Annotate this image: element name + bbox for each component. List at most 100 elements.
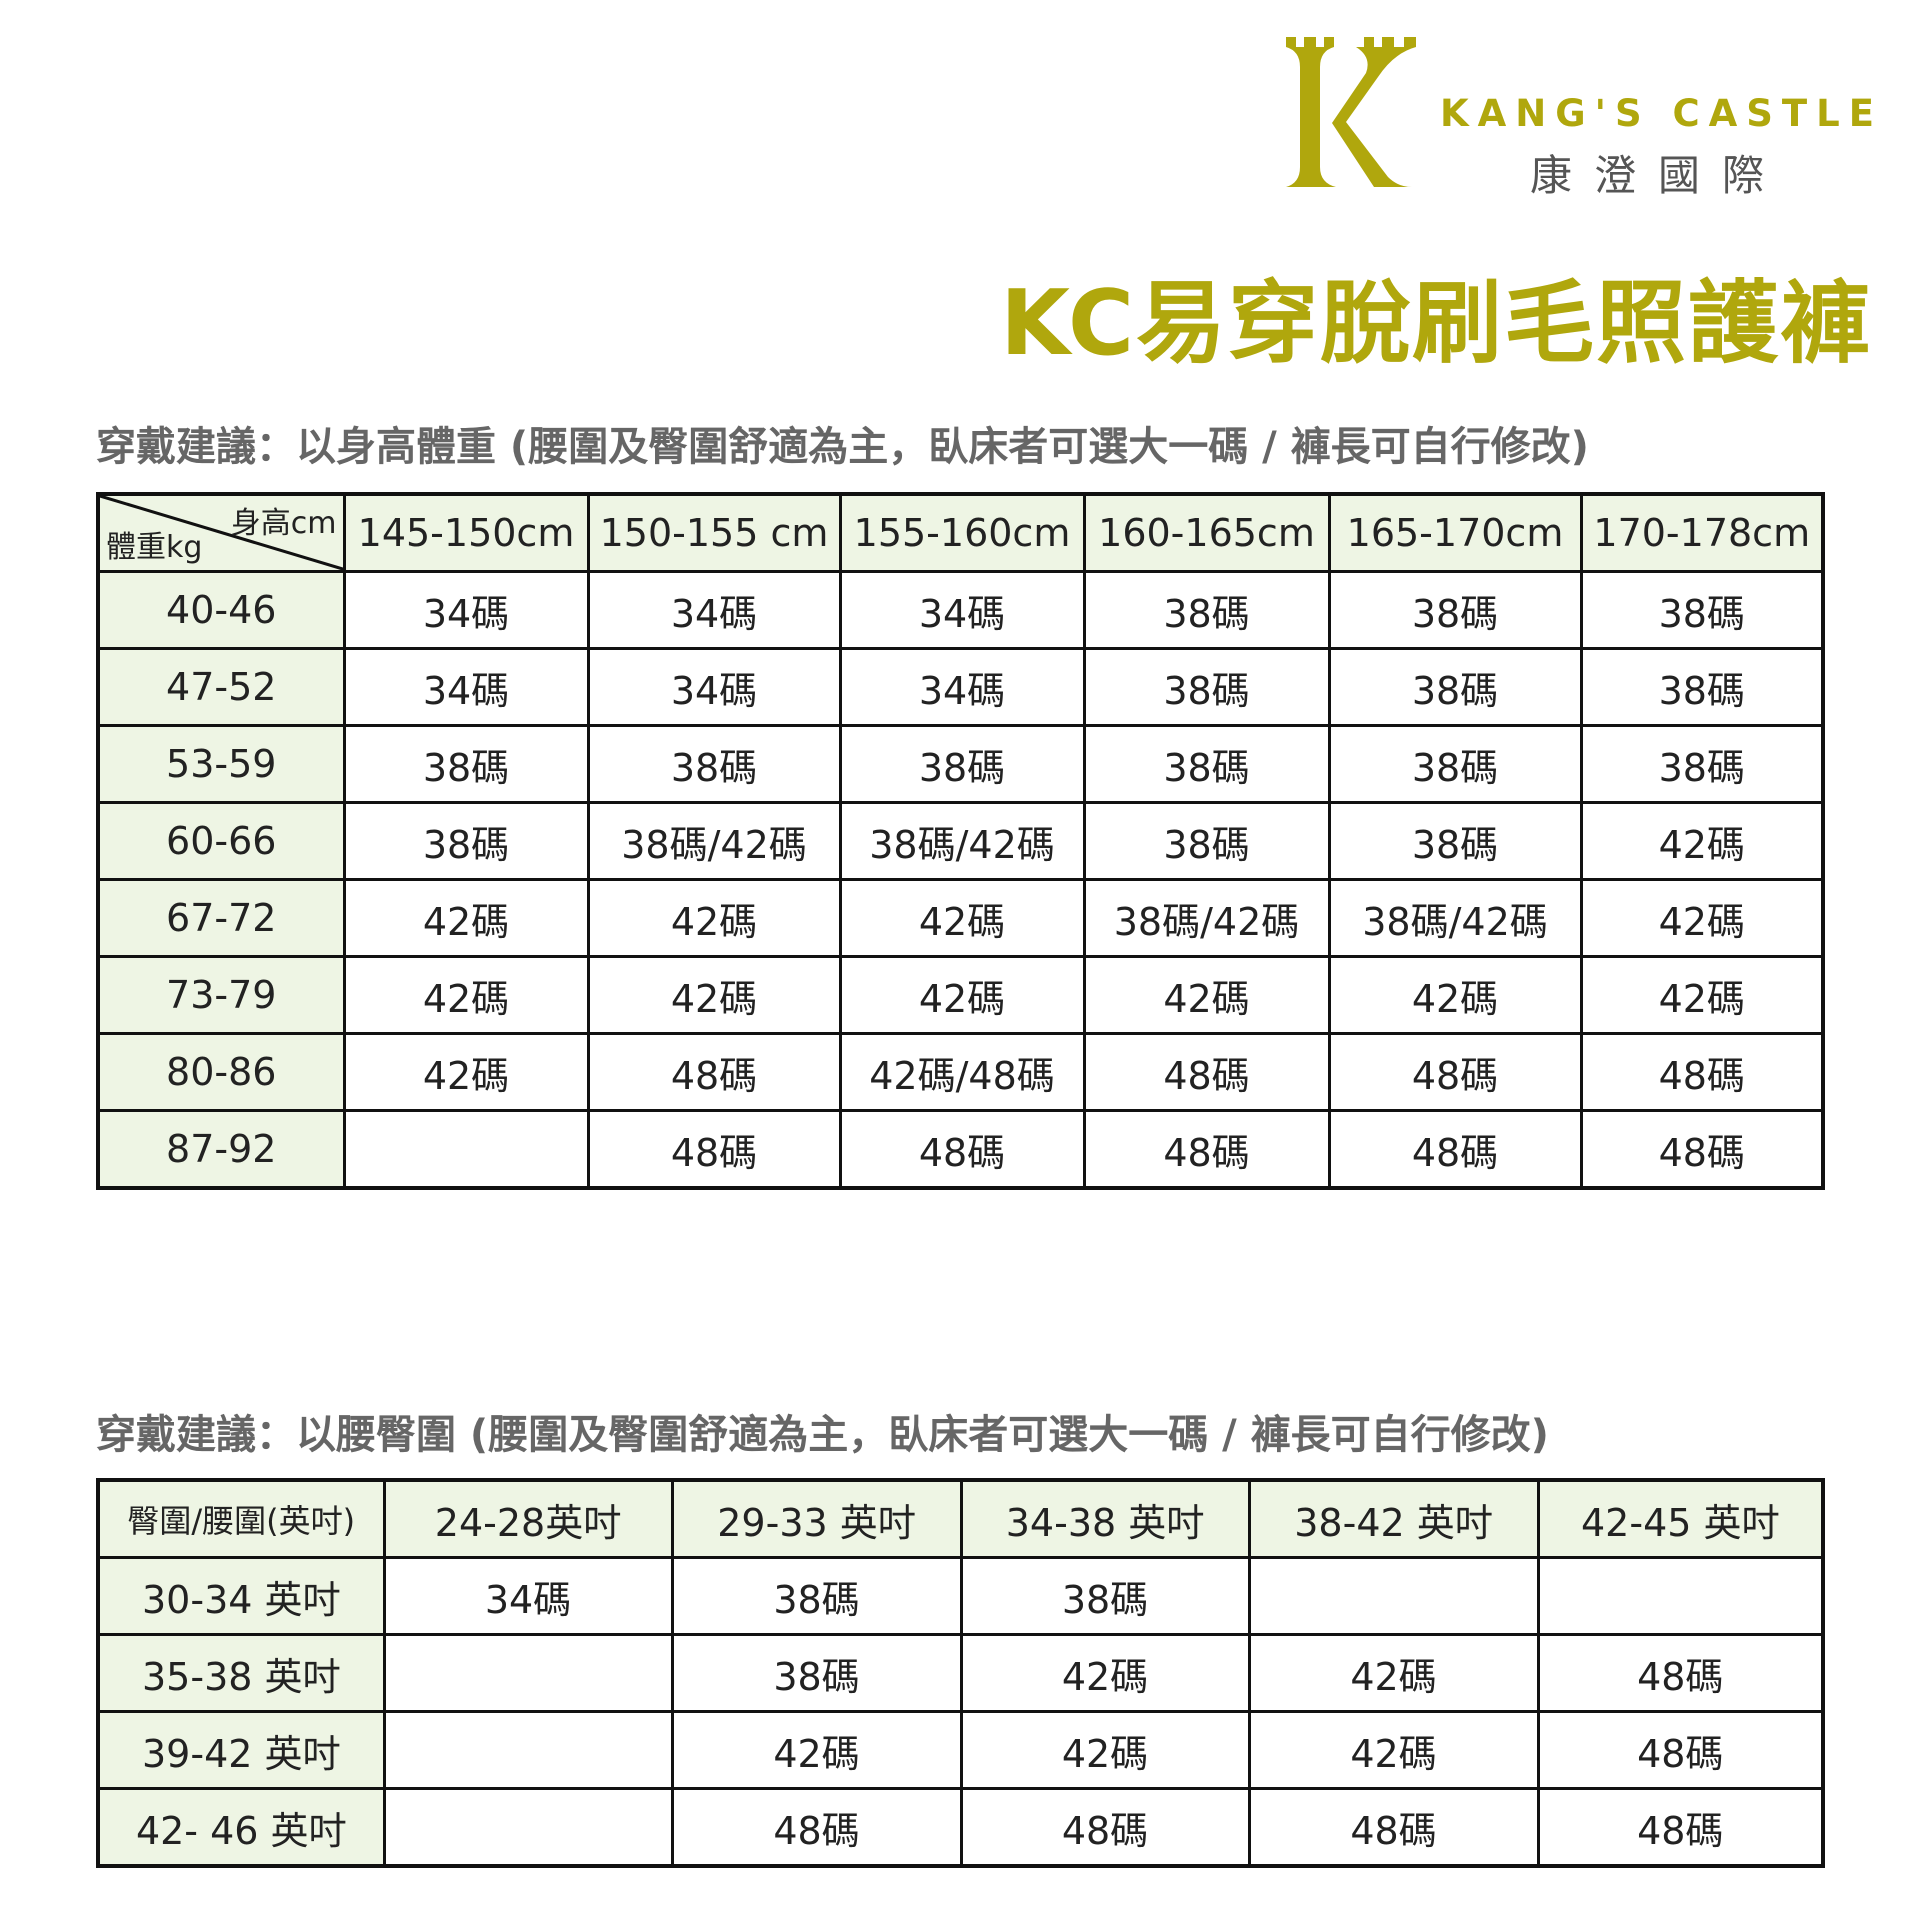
size-cell: 34碼 [586,647,842,727]
size-cell: 48碼 [586,1032,842,1112]
column-header: 160-165cm [1082,492,1331,573]
column-header: 150-155 cm [586,492,842,573]
size-cell: 38碼/42碼 [1082,878,1331,958]
table-row: 30-34 英吋 34碼 38碼 38碼 [96,1556,1825,1636]
size-cell: 34碼 [586,570,842,650]
row-header: 67-72 [96,878,346,958]
size-cell: 38碼 [1327,570,1583,650]
row-header: 53-59 [96,724,346,804]
column-header: 29-33 英吋 [670,1478,963,1559]
size-cell: 42碼 [838,878,1086,958]
size-cell: 42碼 [838,955,1086,1035]
table-row: 67-72 42碼 42碼 42碼 38碼/42碼 38碼/42碼 42碼 [96,878,1825,958]
column-header: 145-150cm [342,492,590,573]
column-header: 165-170cm [1327,492,1583,573]
row-header: 47-52 [96,647,346,727]
product-title: KC易穿脫刷毛照護褲 [1000,271,1872,376]
size-cell: 42碼 [1579,955,1825,1035]
size-cell: 38碼 [342,724,590,804]
size-cell: 48碼 [1327,1032,1583,1112]
size-cell: 48碼 [586,1109,842,1190]
row-header: 35-38 英吋 [96,1633,386,1713]
column-header: 42-45 英吋 [1536,1478,1825,1559]
size-cell: 42碼 [1247,1710,1540,1790]
table-row: 40-46 34碼 34碼 34碼 38碼 38碼 38碼 [96,570,1825,650]
size-cell: 34碼 [342,647,590,727]
size-cell: 38碼 [1327,724,1583,804]
corner-cell: 身高cm 體重kg [96,492,346,573]
table-row: 73-79 42碼 42碼 42碼 42碼 42碼 42碼 [96,955,1825,1035]
column-header: 34-38 英吋 [959,1478,1251,1559]
size-cell: 42碼 [586,878,842,958]
row-header: 87-92 [96,1109,346,1190]
table-row: 35-38 英吋 38碼 42碼 42碼 48碼 [96,1633,1825,1713]
row-header: 30-34 英吋 [96,1556,386,1636]
size-cell [382,1633,674,1713]
size-cell: 42碼 [586,955,842,1035]
size-cell [342,1109,590,1190]
size-cell [1536,1556,1825,1636]
size-cell: 38碼/42碼 [1327,878,1583,958]
size-cell: 38碼 [1327,647,1583,727]
size-cell: 48碼 [959,1787,1251,1868]
table-row: 47-52 34碼 34碼 34碼 38碼 38碼 38碼 [96,647,1825,727]
size-cell: 38碼 [1327,801,1583,881]
size-cell: 48碼 [838,1109,1086,1190]
size-cell: 38碼 [670,1556,963,1636]
size-cell: 38碼 [1579,647,1825,727]
row-header: 60-66 [96,801,346,881]
column-header: 38-42 英吋 [1247,1478,1540,1559]
table-row: 42- 46 英吋 48碼 48碼 48碼 48碼 [96,1787,1825,1868]
size-cell: 42碼 [670,1710,963,1790]
row-header: 42- 46 英吋 [96,1787,386,1868]
size-cell: 42碼 [1579,801,1825,881]
height-weight-size-table: 身高cm 體重kg 145-150cm 150-155 cm 155-160cm 160-… [96,492,1825,1190]
column-header: 170-178cm [1579,492,1825,573]
size-cell: 42碼 [1327,955,1583,1035]
row-header: 39-42 英吋 [96,1710,386,1790]
size-cell: 38碼 [838,724,1086,804]
size-cell: 42碼 [342,878,590,958]
brand-name-en: KANG'S CASTLE [1440,92,1884,135]
size-cell: 42碼 [1082,955,1331,1035]
size-cell: 42碼 [1247,1633,1540,1713]
size-cell: 38碼 [1082,801,1331,881]
table-row: 87-92 48碼 48碼 48碼 48碼 48碼 [96,1109,1825,1190]
size-cell: 48碼 [1579,1032,1825,1112]
size-cell: 38碼 [342,801,590,881]
header-row: 臀圍/腰圍(英吋) 24-28英吋 29-33 英吋 34-38 英吋 38-42 英吋… [96,1478,1825,1559]
size-cell: 38碼 [1579,570,1825,650]
table-row: 60-66 38碼 38碼/42碼 38碼/42碼 38碼 38碼 42碼 [96,801,1825,881]
kangs-castle-logo [1286,37,1416,187]
row-header: 40-46 [96,570,346,650]
size-cell [1247,1556,1540,1636]
size-cell: 42碼 [1579,878,1825,958]
table-row: 53-59 38碼 38碼 38碼 38碼 38碼 38碼 [96,724,1825,804]
table-row: 39-42 英吋 42碼 42碼 42碼 48碼 [96,1710,1825,1790]
size-cell: 38碼 [1082,724,1331,804]
size-cell: 38碼 [670,1633,963,1713]
corner-cell: 臀圍/腰圍(英吋) [96,1478,386,1559]
waist-hip-size-table: 臀圍/腰圍(英吋) 24-28英吋 29-33 英吋 34-38 英吋 38-42 英吋… [96,1478,1825,1868]
size-cell: 48碼 [1082,1032,1331,1112]
size-cell: 48碼 [1536,1710,1825,1790]
table1-title: 穿戴建議：以身高體重 (腰圍及臀圍舒適為主，臥床者可選大一碼 / 褲長可自行修改… [96,424,1589,470]
brand-name-zh: 康澄國際 [1530,151,1787,200]
column-header: 155-160cm [838,492,1086,573]
size-cell: 48碼 [1082,1109,1331,1190]
size-cell: 38碼/42碼 [838,801,1086,881]
header-row: 身高cm 體重kg 145-150cm 150-155 cm 155-160cm 160-… [96,492,1825,573]
size-cell: 42碼 [342,1032,590,1112]
size-cell: 38碼 [1082,647,1331,727]
size-cell: 38碼 [1579,724,1825,804]
size-cell: 38碼 [959,1556,1251,1636]
row-header: 73-79 [96,955,346,1035]
size-cell: 34碼 [838,647,1086,727]
size-cell [382,1710,674,1790]
size-cell: 42碼 [342,955,590,1035]
size-cell: 42碼 [959,1633,1251,1713]
corner-weight-label: 體重kg [106,530,203,565]
size-cell: 34碼 [342,570,590,650]
row-header: 80-86 [96,1032,346,1112]
table2-title: 穿戴建議：以腰臀圍 (腰圍及臀圍舒適為主，臥床者可選大一碼 / 褲長可自行修改) [96,1412,1549,1458]
